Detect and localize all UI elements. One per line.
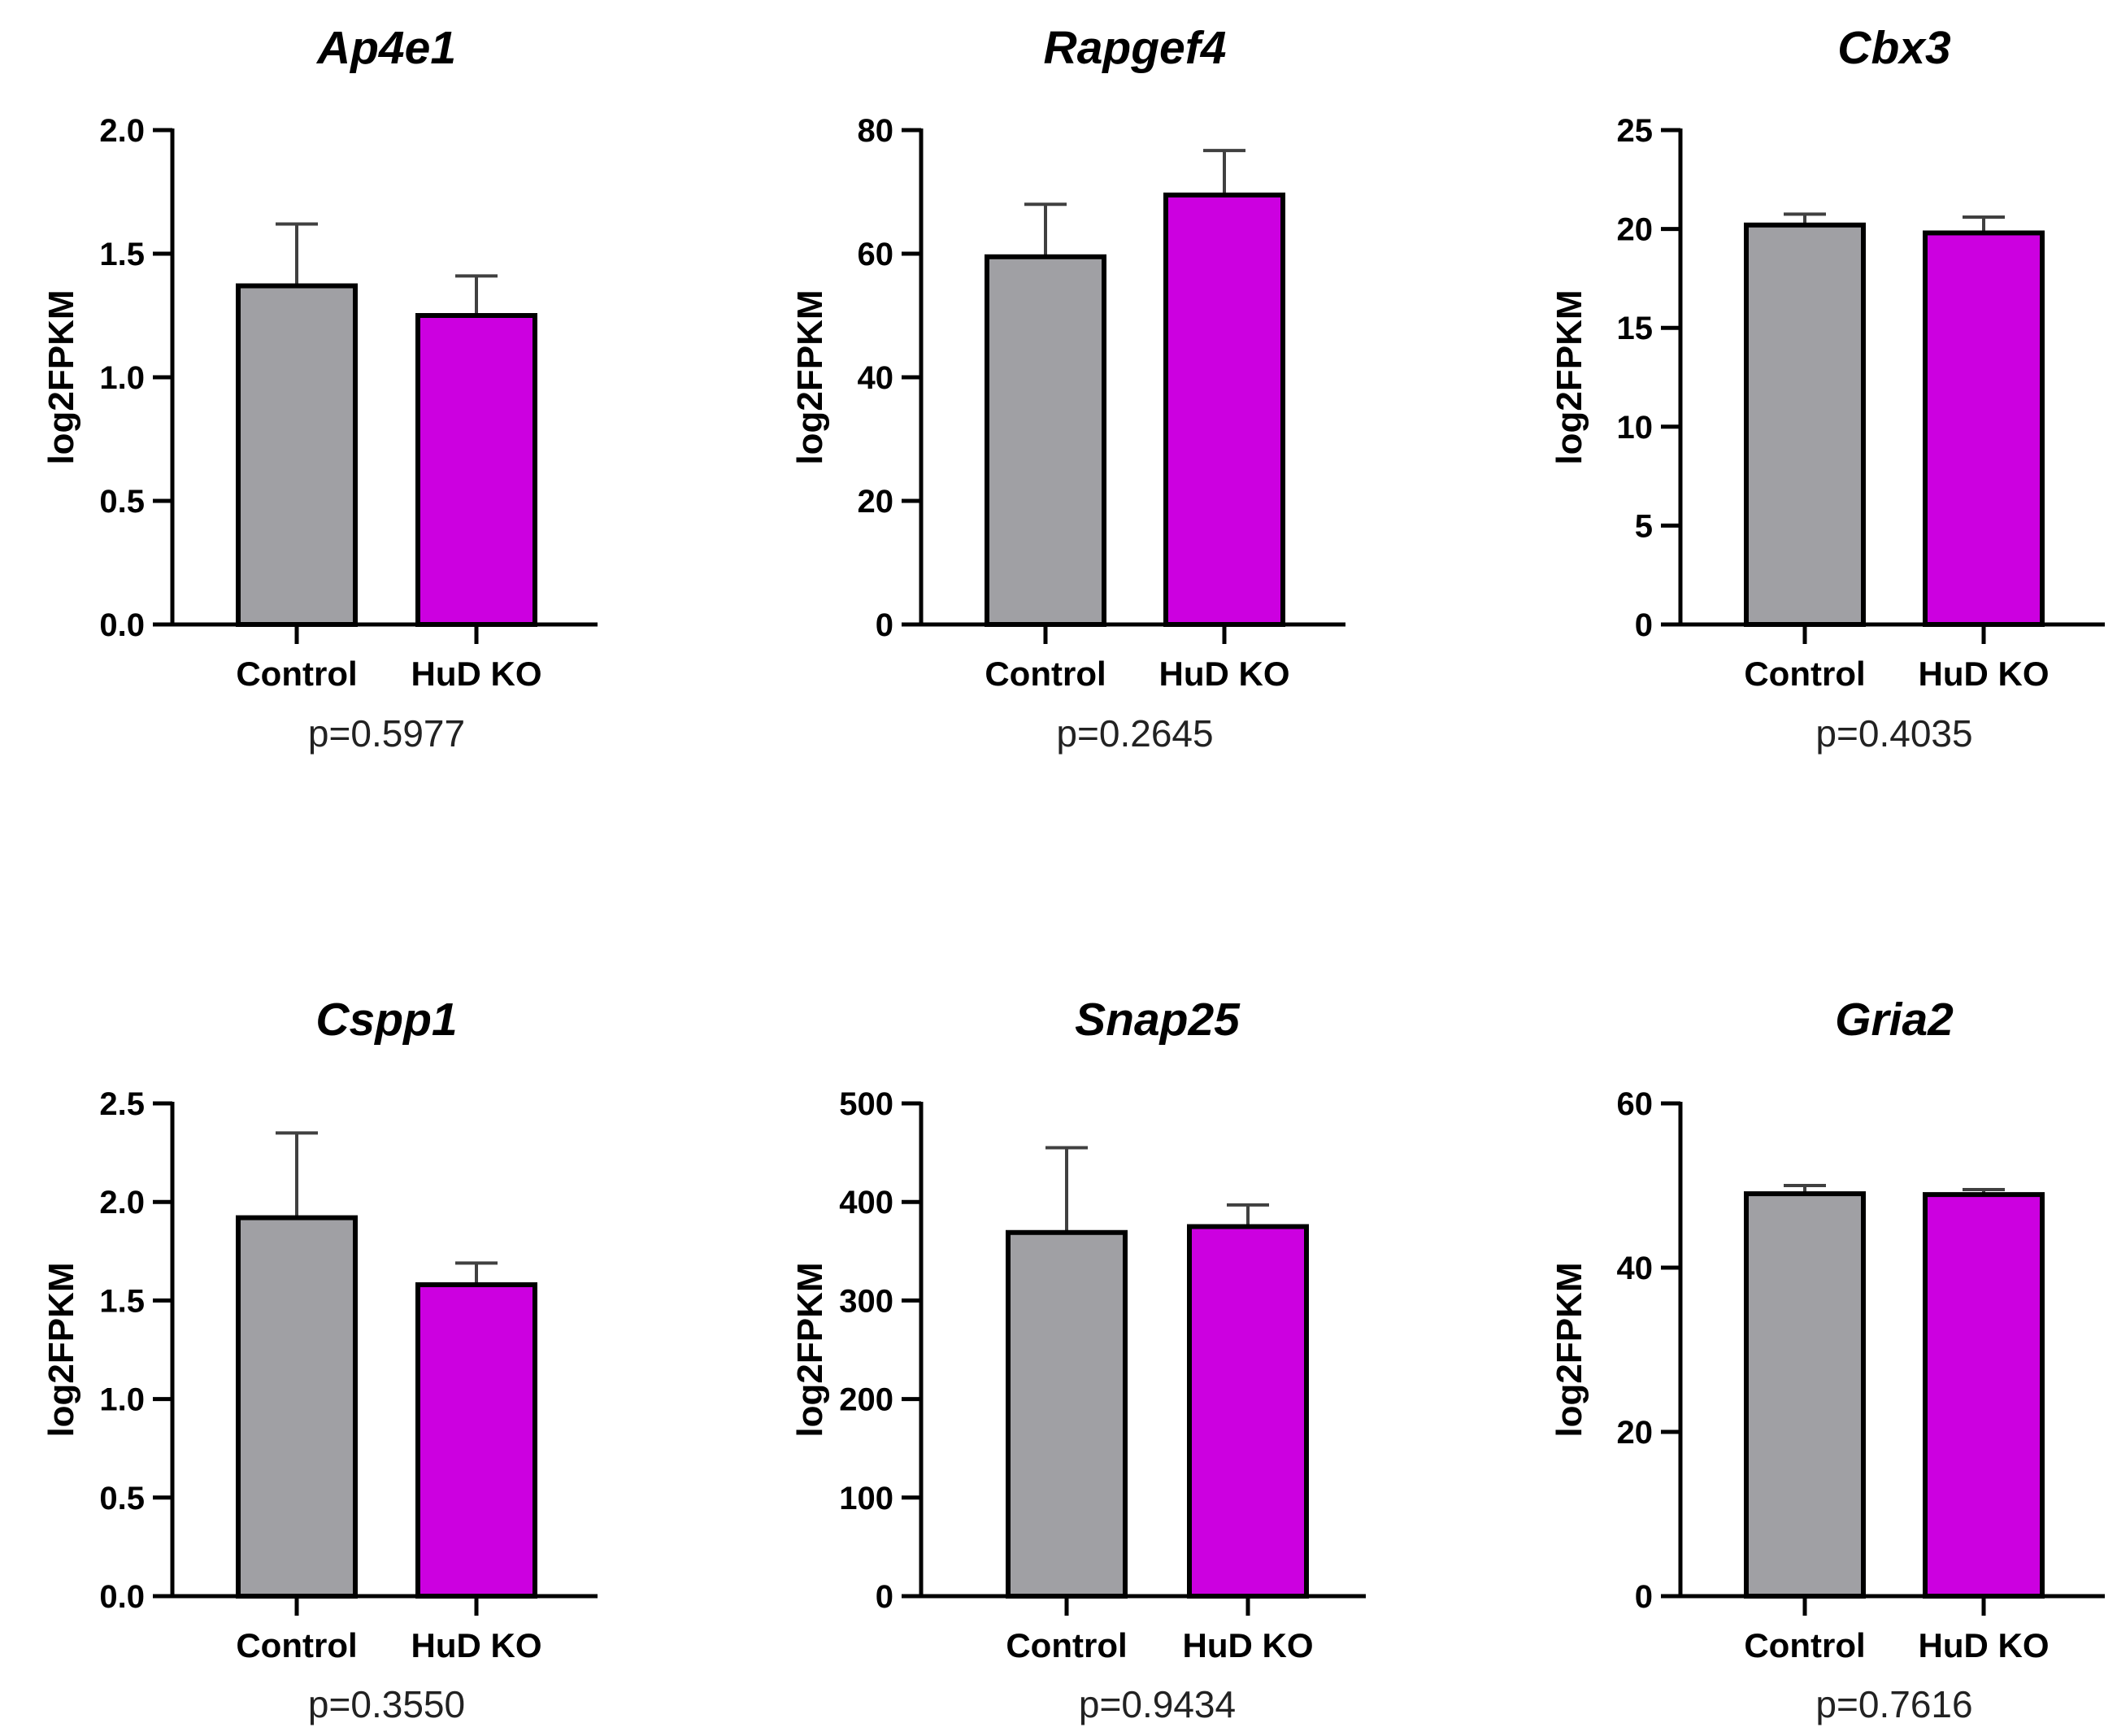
bar-hud-ko: [415, 313, 537, 627]
x-tick-label: Control: [1006, 1626, 1127, 1664]
chart-title: Gria2: [1835, 994, 1954, 1046]
bar-control: [1744, 1191, 1866, 1599]
x-tick-label: Control: [1744, 655, 1865, 693]
p-value: p=0.7616: [1815, 1683, 1972, 1725]
y-tick-label: 300: [839, 1283, 893, 1319]
y-tick-label: 0.0: [99, 1579, 145, 1615]
bar-hud-ko: [1923, 1192, 2045, 1599]
y-tick-label: 400: [839, 1185, 893, 1220]
y-tick-label: 20: [1617, 212, 1654, 248]
y-axis-label: log2FPKM: [41, 289, 81, 464]
y-tick-label: 2.0: [99, 113, 145, 149]
y-tick-label: 20: [858, 484, 894, 520]
chart-panel-cbx3: Cbx3 log2FPKM Control HuD KO 0 5 10 15 20 25 p=0.4…: [1550, 22, 2105, 755]
chart-panel-snap25: Snap25 log2FPKM Control HuD KO 0 100 200 300 400…: [790, 994, 1366, 1725]
y-tick-label: 60: [858, 237, 894, 272]
x-tick-label: HuD KO: [411, 655, 542, 693]
y-tick-label: 2.5: [99, 1086, 145, 1122]
chart-panel-cspp1: Cspp1 log2FPKM Control HuD KO 0.0 0.5 1.0 1.5 2.…: [41, 994, 598, 1725]
bar-control: [236, 283, 358, 627]
chart-title: Rapgef4: [1044, 22, 1227, 74]
y-tick-label: 15: [1617, 311, 1654, 346]
bar-control: [1006, 1229, 1128, 1599]
y-tick-label: 40: [1617, 1251, 1654, 1286]
chart-panel-ap4e1: Ap4e1 log2FPKM Control HuD KO 0.0 0.5 1.0 1.5 2.…: [41, 22, 598, 755]
x-tick-label: HuD KO: [411, 1626, 542, 1664]
x-tick-label: Control: [1744, 1626, 1865, 1664]
y-tick-label: 25: [1617, 113, 1654, 149]
y-axis-label: log2FPKM: [1550, 1262, 1589, 1437]
p-value: p=0.3550: [308, 1683, 465, 1725]
chart-panel-gria2: Gria2 log2FPKM Control HuD KO 0 20 40 60 p=0.761…: [1550, 994, 2105, 1725]
y-axis-label: log2FPKM: [790, 1262, 830, 1437]
y-tick-label: 60: [1617, 1086, 1654, 1122]
y-axis-label: log2FPKM: [790, 289, 830, 464]
p-value: p=0.4035: [1815, 712, 1972, 755]
y-tick-label: 1.5: [99, 237, 145, 272]
x-tick-label: HuD KO: [1919, 1626, 2050, 1664]
y-tick-label: 80: [858, 113, 894, 149]
y-tick-label: 200: [839, 1382, 893, 1418]
y-tick-label: 1.5: [99, 1283, 145, 1319]
p-value: p=0.5977: [308, 712, 465, 755]
bar-hud-ko: [415, 1282, 537, 1599]
y-tick-label: 0.5: [99, 484, 145, 520]
y-tick-label: 1.0: [99, 360, 145, 396]
bar-hud-ko: [1187, 1224, 1309, 1599]
y-tick-label: 5: [1635, 508, 1653, 544]
y-tick-label: 20: [1617, 1415, 1654, 1451]
x-tick-label: Control: [236, 655, 357, 693]
chart-title: Cspp1: [315, 994, 457, 1046]
y-tick-label: 0: [1635, 607, 1653, 643]
y-tick-label: 2.0: [99, 1185, 145, 1220]
x-tick-label: Control: [236, 1626, 357, 1664]
y-tick-label: 0: [876, 1579, 893, 1615]
y-tick-label: 10: [1617, 410, 1654, 446]
chart-title: Ap4e1: [315, 22, 456, 74]
bar-control: [1744, 222, 1866, 627]
chart-panel-rapgef4: Rapgef4 log2FPKM Control HuD KO 0 20 40 60 80 p=0…: [790, 22, 1345, 755]
bar-hud-ko: [1163, 192, 1285, 628]
y-tick-label: 0.0: [99, 607, 145, 643]
y-tick-label: 100: [839, 1481, 893, 1516]
chart-title: Cbx3: [1837, 22, 1951, 74]
bar-control: [985, 254, 1106, 627]
y-axis-label: log2FPKM: [41, 1262, 81, 1437]
bar-hud-ko: [1923, 230, 2045, 627]
p-value: p=0.2645: [1056, 712, 1213, 755]
bar-control: [236, 1215, 358, 1599]
y-tick-label: 0: [1635, 1579, 1653, 1615]
p-value: p=0.9434: [1079, 1683, 1236, 1725]
x-tick-label: HuD KO: [1159, 655, 1290, 693]
y-tick-label: 1.0: [99, 1382, 145, 1418]
y-tick-label: 500: [839, 1086, 893, 1122]
y-tick-label: 40: [858, 360, 894, 396]
y-tick-label: 0: [876, 607, 893, 643]
y-axis-label: log2FPKM: [1550, 289, 1589, 464]
y-tick-label: 0.5: [99, 1481, 145, 1516]
x-tick-label: Control: [985, 655, 1106, 693]
x-tick-label: HuD KO: [1183, 1626, 1314, 1664]
x-tick-label: HuD KO: [1919, 655, 2050, 693]
chart-title: Snap25: [1075, 994, 1241, 1046]
